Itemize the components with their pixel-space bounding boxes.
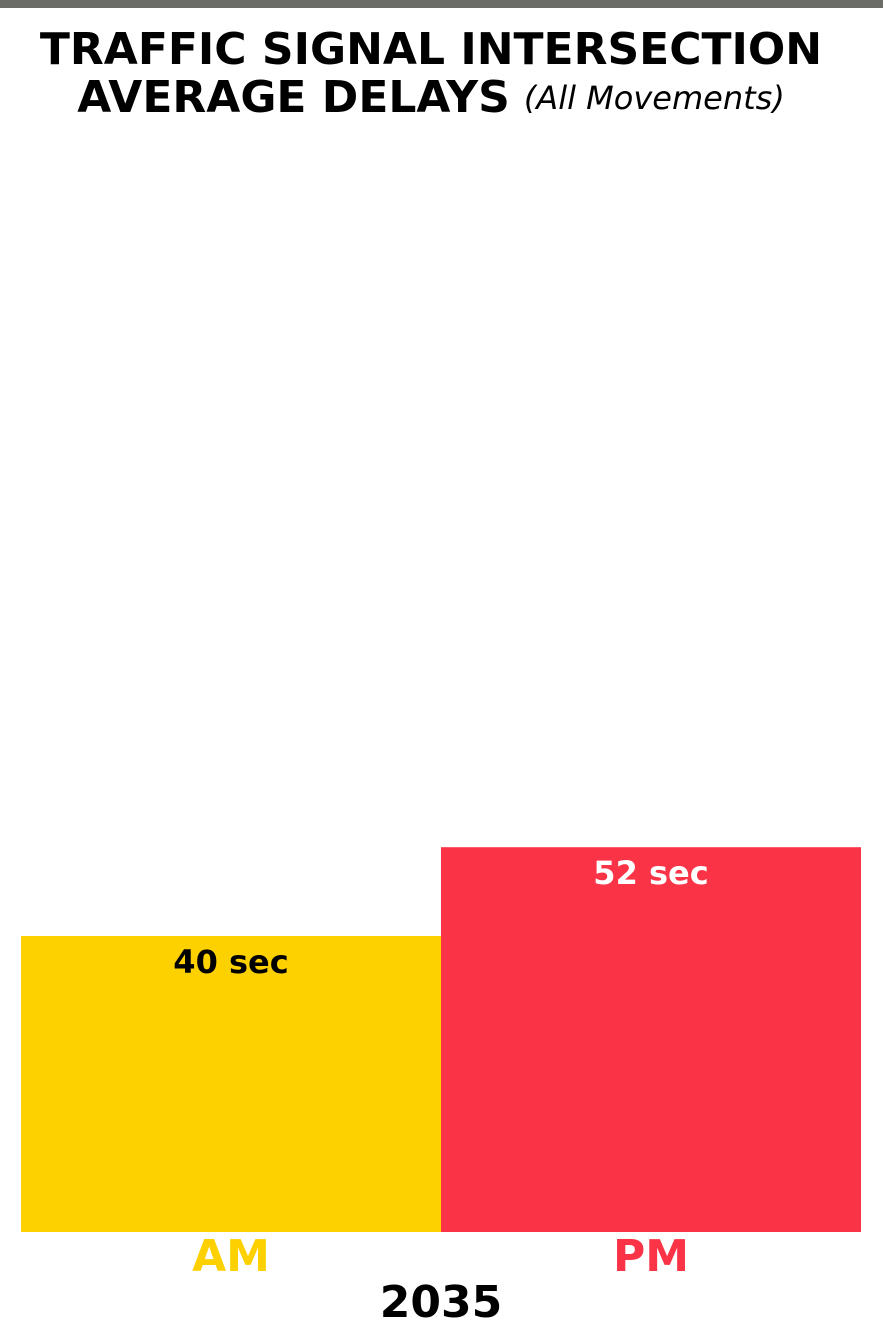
photo-strip <box>0 0 883 8</box>
category-label: PM <box>613 1231 689 1282</box>
bar <box>21 936 441 1232</box>
chart-title-line2: AVERAGE DELAYS (All Movements) <box>77 72 785 123</box>
bar <box>441 847 861 1232</box>
chart-title: TRAFFIC SIGNAL INTERSECTION <box>40 24 822 75</box>
value-label: 40 sec <box>173 943 288 981</box>
x-axis-label: 2035 <box>380 1277 502 1328</box>
category-label: AM <box>192 1231 270 1282</box>
title-line2: AVERAGE DELAYS <box>77 72 510 123</box>
value-label: 52 sec <box>593 854 708 892</box>
subtitle: (All Movements) <box>524 79 785 117</box>
